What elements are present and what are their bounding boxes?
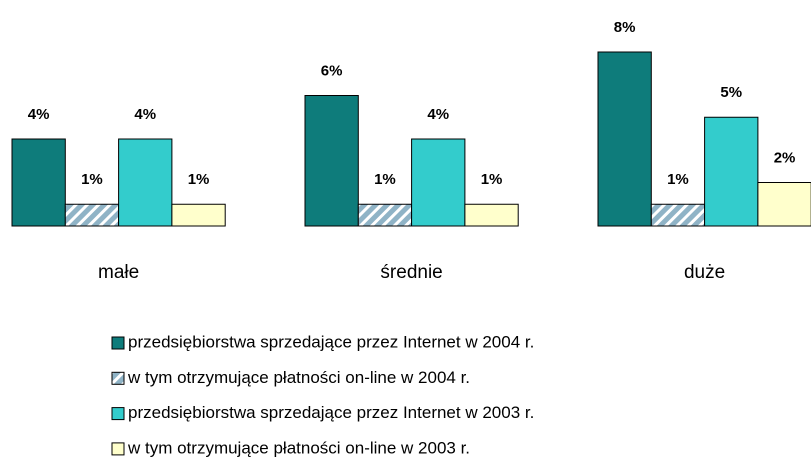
value-label: 1% xyxy=(374,171,396,188)
bar xyxy=(304,95,359,227)
legend-key xyxy=(111,371,125,385)
value-label: 5% xyxy=(720,84,742,101)
bar xyxy=(704,116,759,227)
category-label: małe xyxy=(98,262,139,283)
legend-label: w tym otrzymujące płatności on-line w 20… xyxy=(127,438,470,457)
bar xyxy=(411,138,466,227)
value-label: 1% xyxy=(81,171,103,188)
value-label: 1% xyxy=(481,171,503,188)
value-label: 8% xyxy=(614,19,636,36)
legend-label: w tym otrzymujące płatności on-line w 20… xyxy=(127,368,470,387)
category-label: średnie xyxy=(380,262,442,283)
bar xyxy=(757,182,811,227)
bar xyxy=(357,203,413,227)
bar xyxy=(64,203,120,227)
bar xyxy=(650,203,706,227)
legend-label: przedsiębiorstwa sprzedające przez Inter… xyxy=(128,403,534,422)
bar xyxy=(597,51,652,227)
value-label: 6% xyxy=(321,62,343,79)
value-label: 4% xyxy=(134,106,156,123)
value-label: 2% xyxy=(774,149,796,166)
value-label: 1% xyxy=(188,171,210,188)
value-label: 4% xyxy=(28,106,50,123)
legend-key xyxy=(111,336,125,350)
value-label: 1% xyxy=(667,171,689,188)
legend-label: przedsiębiorstwa sprzedające przez Inter… xyxy=(128,332,534,351)
legend-key xyxy=(111,442,125,456)
bar xyxy=(464,203,519,227)
category-label: duże xyxy=(684,262,725,283)
legend-key xyxy=(111,407,125,421)
bar xyxy=(11,138,66,227)
bar xyxy=(118,138,173,227)
value-label: 4% xyxy=(427,106,449,123)
bar xyxy=(171,203,226,227)
